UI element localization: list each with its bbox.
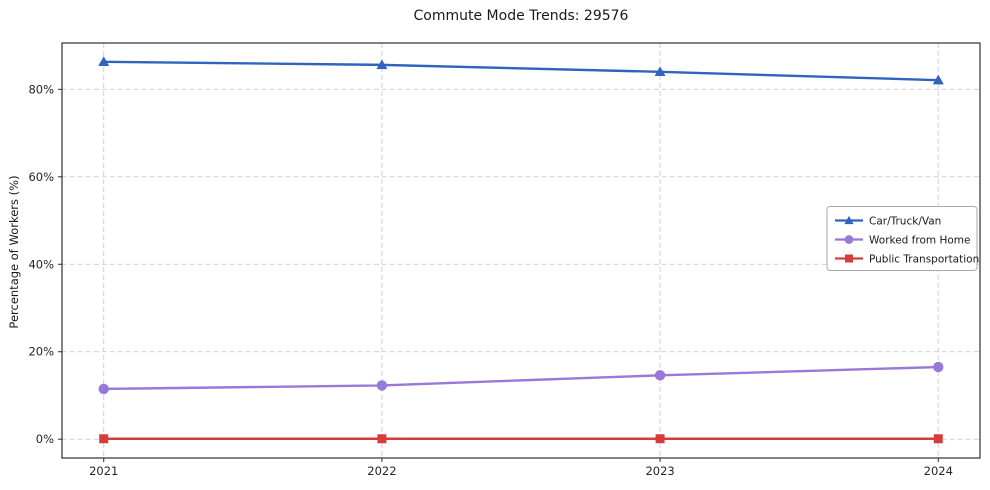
y-tick-label: 80% xyxy=(28,82,54,96)
marker-worked-from-home-2022 xyxy=(376,380,388,391)
y-tick-label: 40% xyxy=(28,257,54,271)
plot-border xyxy=(61,42,981,459)
legend: Car/Truck/Van Worked from Home Public Tran… xyxy=(826,206,979,271)
x-tick-label: 2024 xyxy=(924,464,953,478)
marker-public-transportation-2022 xyxy=(377,434,387,444)
legend-label: Car/Truck/Van xyxy=(869,215,941,227)
marker-car-truck-van-2021 xyxy=(98,56,110,67)
legend-entry-car-truck-van: Car/Truck/Van xyxy=(835,215,941,227)
marker-worked-from-home-2024 xyxy=(933,361,944,373)
marker-worked-from-home-2023 xyxy=(654,370,666,381)
marker-car-truck-van-2022 xyxy=(376,59,388,70)
marker-car-truck-van-2024 xyxy=(932,74,944,85)
marker-public-transportation-2023 xyxy=(655,434,665,444)
marker-car-truck-van-2023 xyxy=(654,66,666,77)
x-tick-label: 2022 xyxy=(367,464,396,478)
marker-public-transportation-2021 xyxy=(99,434,109,444)
y-tick-label: 20% xyxy=(28,345,54,359)
legend-label: Worked from Home xyxy=(869,234,970,246)
series-line-worked-from-home xyxy=(102,365,940,391)
legend-entry-worked-from-home: Worked from Home xyxy=(835,234,970,246)
series-line-car-truck-van xyxy=(102,60,940,82)
legend-marker-circle xyxy=(844,235,854,244)
y-tick-label: 60% xyxy=(28,170,54,184)
legend-box xyxy=(826,206,978,271)
legend-label: Public Transportation xyxy=(869,253,979,265)
x-tick-label: 2023 xyxy=(645,464,674,478)
marker-public-transportation-2024 xyxy=(933,434,943,444)
x-tick-label: 2021 xyxy=(89,464,118,478)
legend-entry-public-transportation: Public Transportation xyxy=(835,253,979,265)
marker-worked-from-home-2021 xyxy=(98,383,109,395)
legend-marker-triangle xyxy=(844,215,854,225)
y-axis-label: Percentage of Workers (%) xyxy=(7,175,21,329)
chart-title: Commute Mode Trends: 29576 xyxy=(413,8,629,24)
legend-marker-square xyxy=(845,254,853,263)
y-tick-label: 0% xyxy=(36,432,54,446)
